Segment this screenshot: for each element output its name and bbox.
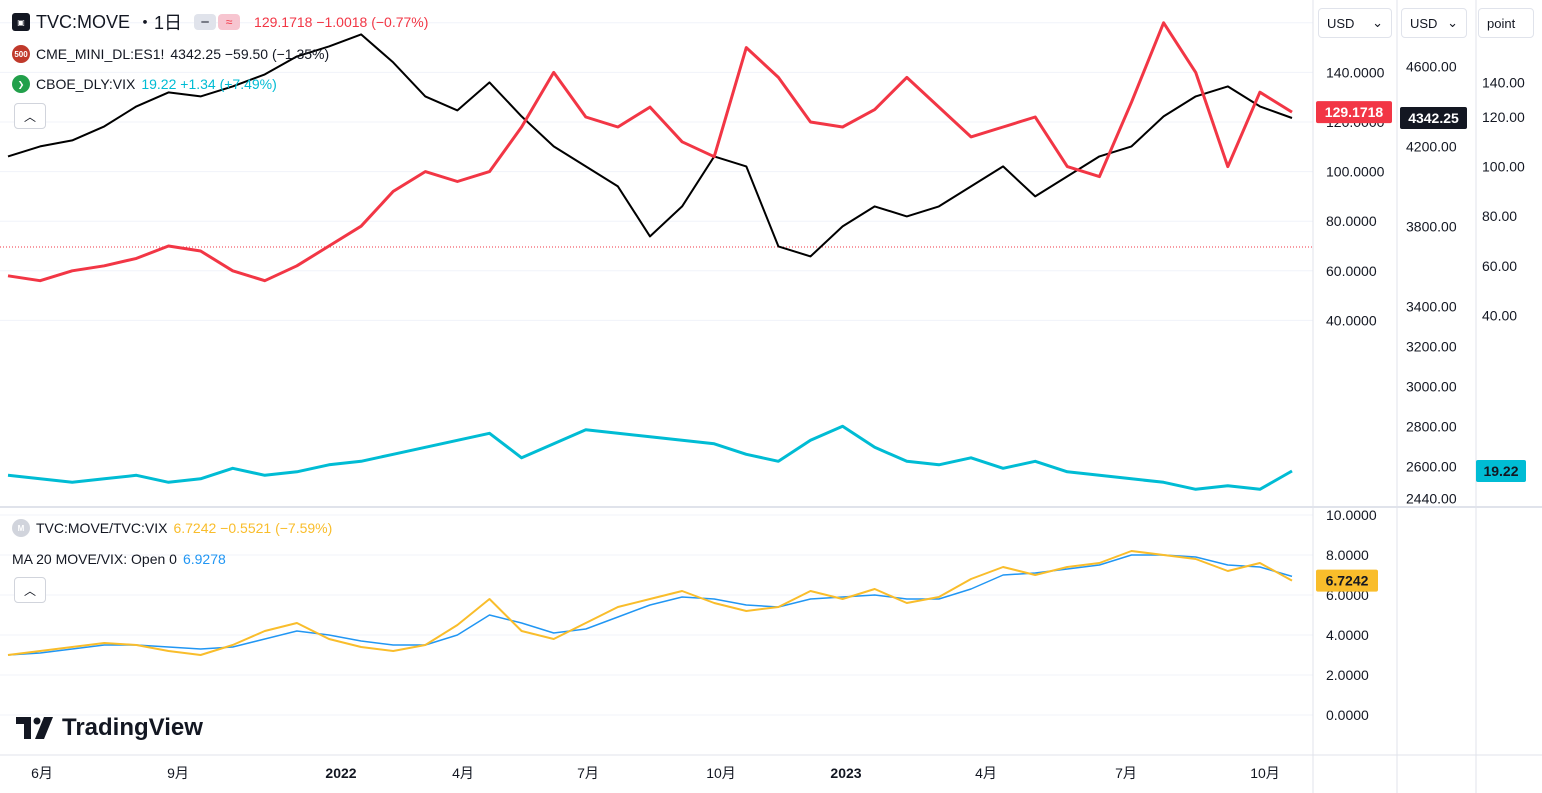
tick-label-es: 4200.00 (1406, 138, 1457, 154)
tick-label-move: 60.0000 (1326, 263, 1377, 279)
ratio-values: 6.7242 −0.5521 (−7.59%) (173, 520, 333, 536)
tick-label-move: 140.0000 (1326, 64, 1385, 80)
main-symbol-name: TVC:MOVE (36, 11, 131, 32)
vix-symbol-name: CBOE_DLY:VIX (36, 76, 136, 92)
unit-label: point (1487, 15, 1516, 31)
last-value-tag-ratio-bg (1316, 569, 1378, 592)
ma-value: 6.9278 (182, 551, 226, 567)
legend-es[interactable]: 500 CME_MINI_DL:ES1! 4342.25 −59.50 (−1.… (12, 44, 329, 64)
currency-label: USD (1327, 15, 1355, 31)
x-tick-label: 10月 (706, 765, 736, 781)
tick-label-es: 2800.00 (1406, 418, 1457, 434)
tick-label-move: 100.0000 (1326, 164, 1385, 180)
interval-label[interactable]: ・1日 (136, 13, 183, 33)
legend-ma[interactable]: MA 20 MOVE/VIX: Open 0 6.9278 (12, 549, 226, 569)
x-tick-label: 6月 (31, 765, 53, 781)
series-line-es (7, 33, 1293, 258)
x-tick-label: 7月 (577, 765, 599, 781)
last-value-tag-vix-bg (1476, 460, 1526, 482)
collapse-legend-button[interactable]: ︿ (14, 103, 46, 129)
unit-select-vix[interactable]: point (1478, 8, 1534, 38)
series-line-ratio (7, 550, 1293, 656)
currency-select-move[interactable]: USD ⌄ (1318, 8, 1392, 38)
tick-label-es: 3800.00 (1406, 218, 1457, 234)
x-tick-label: 7月 (1115, 765, 1137, 781)
legend-ratio[interactable]: M TVC:MOVE/TVC:VIX 6.7242 −0.5521 (−7.59… (12, 518, 332, 538)
last-value-tag-es-bg (1400, 107, 1467, 129)
series-group (7, 21, 1293, 656)
tick-label-vix: 100.00 (1482, 159, 1525, 175)
tradingview-logo-icon (16, 717, 53, 739)
es-values: 4342.25 −59.50 (−1.35%) (170, 46, 330, 62)
tick-label-ratio: 8.0000 (1326, 547, 1369, 563)
tick-label-es: 2600.00 (1406, 458, 1457, 474)
tick-label-vix: 80.00 (1482, 208, 1517, 224)
x-tick-label: 4月 (975, 765, 997, 781)
tick-label-vix: 120.00 (1482, 109, 1525, 125)
x-tick-label: 2022 (325, 765, 356, 781)
logo-text: TradingView (62, 714, 203, 741)
tick-label-es: 3400.00 (1406, 298, 1457, 314)
approx-icon[interactable]: ≈ (218, 14, 241, 30)
tick-label-es: 4600.00 (1406, 58, 1457, 74)
tick-label-ratio: 4.0000 (1326, 627, 1369, 643)
x-tick-label: 9月 (167, 765, 189, 781)
axes-group: 200.0000180.0000160.0000140.0000120.0000… (31, 15, 1526, 781)
series-line-vix (7, 424, 1293, 491)
chevron-down-icon: ⌄ (1372, 15, 1383, 30)
main-values: 129.1718 −1.0018 (−0.77%) (254, 14, 429, 30)
tick-label-es: 3200.00 (1406, 338, 1457, 354)
ratio-symbol-name: TVC:MOVE/TVC:VIX (36, 520, 168, 536)
es-symbol-name: CME_MINI_DL:ES1! (36, 46, 165, 62)
legend-main[interactable]: ▣ TVC:MOVE ・1日 ━ ≈ 129.1718 −1.0018 (−0.… (12, 11, 429, 33)
legend-toggle-pill[interactable]: ━ ≈ (194, 14, 241, 30)
tick-label-ratio: 0.0000 (1326, 707, 1369, 723)
tick-label-ratio: 2.0000 (1326, 667, 1369, 683)
grid-lines (0, 22, 1313, 716)
series-line-ma (7, 554, 1293, 656)
sp500-icon: 500 (12, 45, 30, 63)
ma-label: MA 20 MOVE/VIX: Open 0 (12, 551, 177, 567)
tick-label-vix: 40.00 (1482, 307, 1517, 323)
x-tick-label: 10月 (1250, 765, 1280, 781)
last-value-tag-move: 129.1718 (1325, 104, 1384, 120)
collapse-ratio-legend-button[interactable]: ︿ (14, 577, 46, 603)
tick-label-ratio: 10.0000 (1326, 507, 1377, 523)
move-symbol-icon: ▣ (12, 13, 30, 31)
tick-label-es: 3000.00 (1406, 378, 1457, 394)
tick-label-move: 80.0000 (1326, 213, 1377, 229)
vix-arrow-icon: ❯ (12, 75, 30, 93)
chevron-up-icon: ︿ (23, 109, 36, 124)
chevron-up-icon: ︿ (23, 583, 36, 598)
minus-icon[interactable]: ━ (194, 14, 217, 30)
vix-values: 19.22 +1.34 (+7.49%) (141, 76, 277, 92)
tradingview-logo[interactable]: TradingView (16, 714, 203, 742)
tick-label-vix: 60.00 (1482, 258, 1517, 274)
tick-label-vix: 140.00 (1482, 74, 1525, 90)
tick-label-move: 40.0000 (1326, 312, 1377, 328)
last-value-tag-ratio: 6.7242 (1326, 573, 1369, 589)
series-line-move (7, 21, 1293, 283)
last-value-tag-es: 4342.25 (1408, 110, 1459, 126)
last-value-tag-move-bg (1316, 101, 1392, 124)
ratio-symbol-icon: M (12, 519, 30, 537)
tick-label-es: 2440.00 (1406, 490, 1457, 506)
x-tick-label: 4月 (452, 765, 474, 781)
x-tick-label: 2023 (830, 765, 861, 781)
last-value-tag-vix: 19.22 (1483, 463, 1518, 479)
currency-label: USD (1410, 15, 1438, 31)
currency-select-es[interactable]: USD ⌄ (1401, 8, 1467, 38)
legend-vix[interactable]: ❯ CBOE_DLY:VIX 19.22 +1.34 (+7.49%) (12, 74, 277, 94)
chevron-down-icon: ⌄ (1447, 15, 1458, 30)
